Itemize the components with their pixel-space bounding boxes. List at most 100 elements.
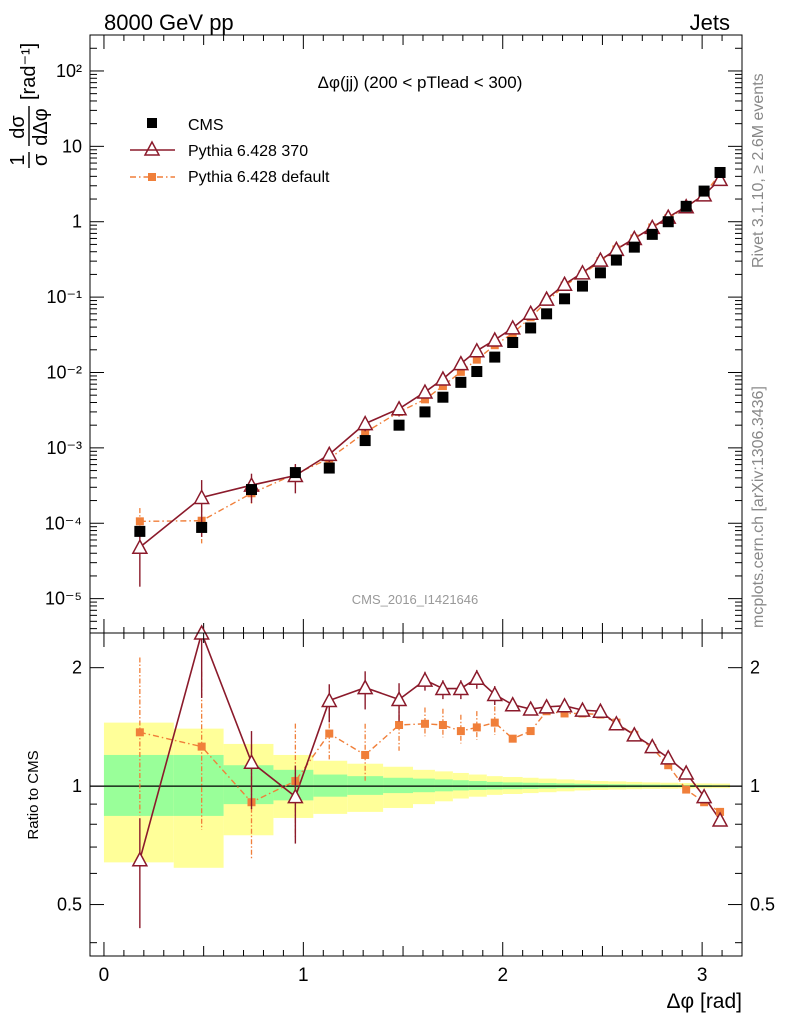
point-cms (680, 200, 692, 212)
uncertainty-band-stat (452, 780, 469, 791)
point-pythia-370 (592, 251, 609, 267)
point-pythia-370 (574, 264, 591, 280)
point-pythia-370 (434, 370, 452, 386)
point-cms (714, 166, 726, 178)
x-axis-label: Δφ [rad] (667, 990, 743, 1013)
point-pythia-370 (504, 319, 521, 335)
legend-label-370: Pythia 6.428 370 (188, 143, 308, 160)
ratio-point-pythia-370 (677, 764, 695, 780)
point-pythia-370 (486, 331, 504, 347)
main-y-tick-label: 10⁻⁵ (45, 589, 82, 609)
point-pythia-default (361, 428, 370, 437)
point-cms (628, 241, 640, 253)
point-pythia-370 (538, 290, 555, 306)
point-cms (359, 435, 371, 447)
uncertainty-band-stat (413, 778, 435, 793)
point-pythia-370 (416, 383, 434, 399)
ratio-y-tick-label-left: 1 (72, 776, 82, 796)
ratio-point-pythia-370 (321, 691, 338, 708)
ratio-point-pythia-370 (287, 788, 304, 804)
point-pythia-370 (131, 538, 149, 555)
ylabel-one: 1 (7, 154, 29, 165)
ratio-frame (89, 632, 743, 957)
ratio-point-pythia-370 (574, 701, 591, 717)
main-y-tick-label: 10⁻² (46, 362, 82, 382)
plot-title: Δφ(jj) (200 < pTlead < 300) (318, 73, 523, 92)
point-cms (698, 185, 710, 197)
point-cms (525, 322, 537, 334)
main-y-tick-label: 1 (72, 212, 82, 232)
ratio-point-pythia-370 (243, 753, 260, 769)
ylabel-ddphi: dΔφ (30, 108, 52, 145)
ratio-point-pythia-default (420, 719, 429, 728)
ratio-panel: 0.5 0.5 1 1 2 2 0 1 2 3 Ratio to CMS Δφ [rad] (25, 624, 775, 1013)
legend-marker-cms (147, 118, 157, 128)
uncertainty-band-stat (383, 777, 414, 794)
point-pythia-370 (522, 304, 539, 321)
ratio-point-pythia-370 (659, 749, 677, 765)
ratio-point-pythia-370 (522, 700, 539, 716)
ratio-point-pythia-default (135, 728, 144, 737)
ratio-point-pythia-370 (711, 811, 729, 827)
point-cms (196, 521, 208, 533)
point-pythia-370 (390, 400, 408, 416)
point-pythia-370 (711, 170, 729, 187)
point-cms (541, 308, 553, 320)
ylabel-dsigma: dσ (7, 115, 29, 139)
ratio-y-tick-label-right: 0.5 (750, 895, 775, 915)
ratio-point-pythia-default (526, 727, 535, 736)
point-pythia-370 (452, 355, 470, 371)
ylabel-sigma: σ (30, 153, 52, 166)
main-panel: 10⁻⁵ 10⁻⁴ 10⁻³ 10⁻² 10⁻¹ 1 10 10² Δφ(jj) (200 <… (7, 34, 743, 634)
point-pythia-370 (608, 240, 625, 257)
uncertainty-band-stat (103, 754, 174, 816)
legend: CMS Pythia 6.428 370 Pythia 6.428 defaul… (130, 117, 330, 186)
ratio-point-pythia-370 (390, 690, 408, 707)
legend-label-default: Pythia 6.428 default (188, 169, 330, 186)
uncertainty-band-stat (434, 779, 453, 792)
point-cms (507, 336, 519, 348)
point-cms (289, 467, 301, 479)
ratio-y-tick-label-right: 2 (750, 658, 760, 678)
point-pythia-default (135, 517, 144, 526)
point-cms (594, 267, 606, 279)
ratio-point-pythia-370 (608, 715, 625, 731)
rivet-label: Rivet 3.1.10, ≥ 2.6M events (750, 73, 767, 268)
header-process: Jets (690, 10, 730, 35)
ratio-point-pythia-default (682, 785, 691, 794)
x-tick-label: 0 (99, 965, 110, 986)
point-pythia-370 (468, 342, 486, 358)
main-y-tick-label: 10⁻³ (46, 438, 82, 458)
main-y-tick-label: 10² (56, 61, 82, 81)
ratio-plot-area (90, 624, 742, 929)
ratio-ticks: 0.5 0.5 1 1 2 2 0 1 2 3 (57, 633, 775, 986)
ratio-point-pythia-default (197, 742, 206, 751)
point-cms (393, 419, 405, 431)
point-cms (419, 406, 431, 418)
ratio-y-tick-label-left: 2 (72, 658, 82, 678)
ratio-point-pythia-370 (592, 702, 609, 718)
ratio-point-pythia-default (508, 734, 517, 743)
ratio-point-pythia-370 (416, 671, 434, 687)
point-cms (489, 351, 501, 363)
ratio-point-pythia-370 (434, 679, 452, 696)
ratio-point-pythia-370 (538, 698, 555, 714)
ratio-point-pythia-default (490, 718, 499, 727)
point-pythia-370 (321, 445, 338, 462)
point-cms (646, 228, 658, 240)
point-pythia-default (420, 395, 429, 404)
point-pythia-default (456, 367, 465, 376)
ratio-point-pythia-default (456, 727, 465, 736)
ratio-point-pythia-default (664, 761, 673, 770)
x-tick-label: 1 (298, 965, 309, 986)
point-pythia-370 (193, 488, 210, 505)
main-plot-area (131, 166, 729, 587)
point-pythia-default (438, 382, 447, 391)
ratio-point-pythia-370 (504, 696, 521, 712)
ratio-point-pythia-370 (468, 669, 486, 685)
ratio-point-pythia-370 (556, 697, 573, 713)
ratio-point-pythia-370 (644, 738, 661, 754)
point-cms (559, 293, 571, 305)
point-pythia-370 (556, 275, 573, 292)
point-cms (610, 254, 622, 266)
